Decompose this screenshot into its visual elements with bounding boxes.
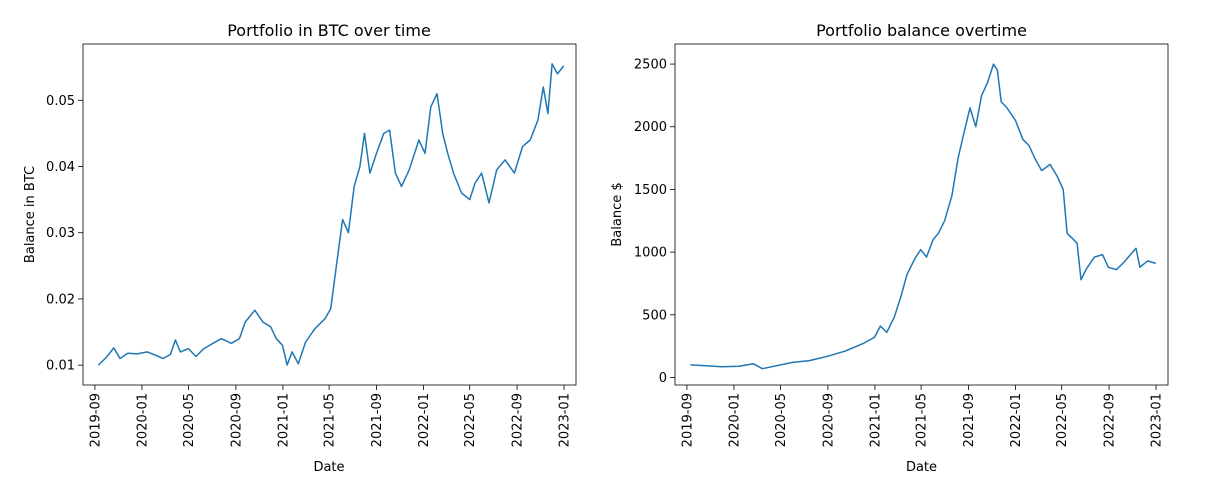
x-tick-label: 2020-05	[774, 393, 789, 447]
x-tick-label: 2020-05	[182, 393, 197, 447]
y-tick-label: 1500	[634, 183, 667, 198]
x-tick-label: 2022-01	[417, 393, 432, 447]
y-axis: 0.01 0.02 0.03 0.04 0.05	[46, 94, 83, 374]
chart-btc-balance: Portfolio in BTC over time 2019-09 2020-0…	[23, 21, 577, 475]
x-axis-label: Date	[313, 460, 344, 475]
y-tick-label: 0.05	[46, 94, 75, 109]
x-tick-label: 2023-01	[558, 393, 573, 447]
x-tick-label: 2021-01	[276, 393, 291, 447]
x-tick-label: 2021-09	[370, 393, 385, 447]
x-tick-label: 2020-09	[229, 393, 244, 447]
series-line-1	[97, 63, 565, 366]
x-tick-label: 2020-01	[135, 393, 150, 447]
x-tick-label: 2021-05	[323, 393, 338, 447]
x-tick-label: 2020-09	[821, 393, 836, 447]
chart-usd-balance: Portfolio balance overtime 2019-09 2020-0…	[610, 21, 1169, 475]
y-tick-label: 1000	[634, 246, 667, 261]
x-tick-label: 2023-01	[1150, 393, 1165, 447]
x-tick-label: 2019-09	[88, 393, 103, 447]
y-axis-label: Balance $	[610, 182, 625, 246]
x-tick-label: 2022-01	[1009, 393, 1024, 447]
y-axis-label: Balance in BTC	[23, 166, 38, 263]
x-tick-label: 2021-01	[868, 393, 883, 447]
x-axis-label: Date	[906, 460, 937, 475]
y-tick-label: 2500	[634, 58, 667, 73]
y-axis: 0 500 1000 1500 2000 2500	[634, 58, 675, 386]
x-tick-label: 2022-05	[463, 393, 478, 447]
y-tick-label: 0.03	[46, 226, 75, 241]
x-tick-label: 2022-09	[1103, 393, 1118, 447]
y-tick-label: 500	[642, 308, 667, 323]
y-tick-label: 0	[659, 371, 667, 386]
x-tick-label: 2022-05	[1055, 393, 1070, 447]
x-tick-label: 2021-09	[962, 393, 977, 447]
series-line-1	[690, 63, 1156, 370]
y-tick-label: 2000	[634, 120, 667, 135]
chart-title: Portfolio in BTC over time	[227, 21, 431, 40]
y-tick-label: 0.02	[46, 292, 75, 307]
plot-lines	[97, 63, 565, 366]
y-tick-label: 0.01	[46, 359, 75, 374]
x-axis: 2019-09 2020-01 2020-05 2020-09 2021-01 2021-…	[680, 385, 1165, 447]
chart-title: Portfolio balance overtime	[816, 21, 1027, 40]
y-tick-label: 0.04	[46, 160, 75, 175]
x-tick-label: 2021-05	[915, 393, 930, 447]
x-tick-label: 2020-01	[727, 393, 742, 447]
x-tick-label: 2022-09	[511, 393, 526, 447]
x-tick-label: 2019-09	[680, 393, 695, 447]
x-axis: 2019-09 2020-01 2020-05 2020-09 2021-01 2021-…	[88, 385, 573, 447]
plot-lines	[690, 63, 1156, 370]
